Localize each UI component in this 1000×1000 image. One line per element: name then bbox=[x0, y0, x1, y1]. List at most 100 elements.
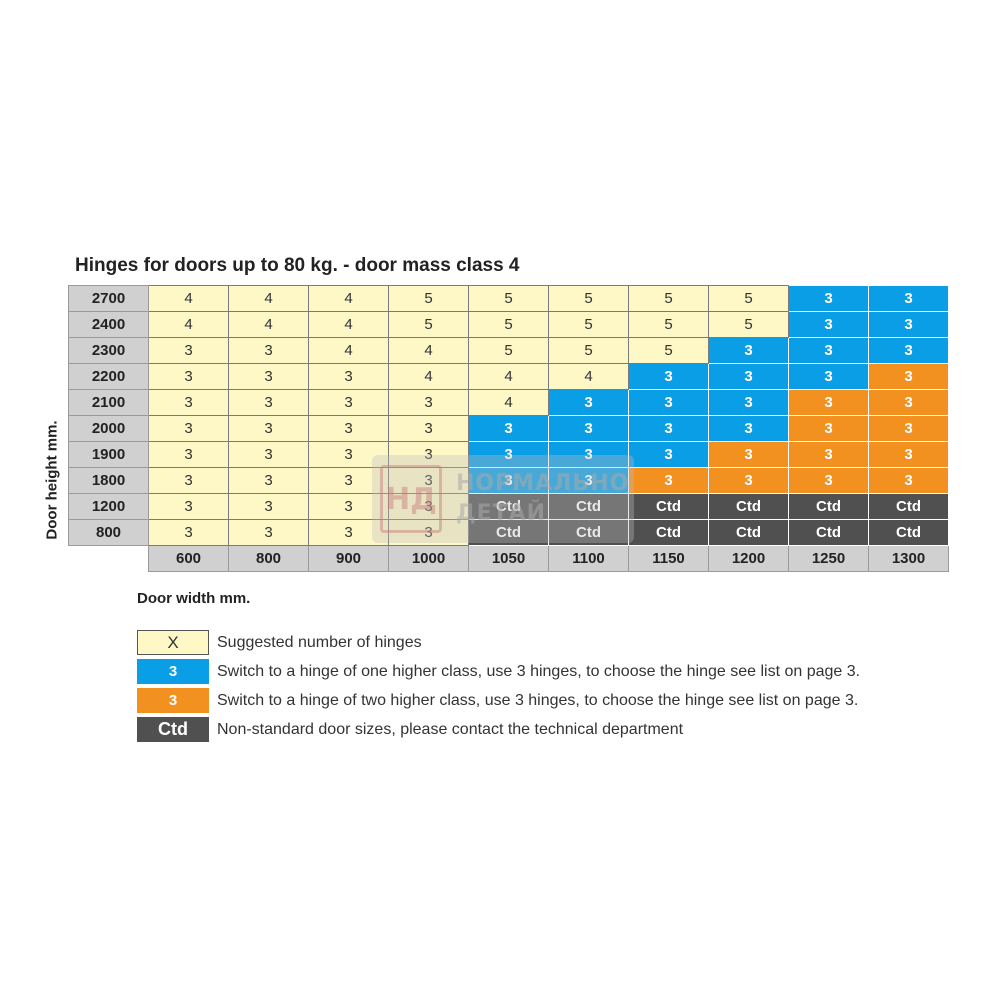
table-cell-blue: 3 bbox=[548, 389, 629, 416]
table-cell-blue: 3 bbox=[468, 467, 549, 494]
table-cell-std: 5 bbox=[468, 311, 549, 338]
table-row: 2400 4 4 4 5 5 5 5 5 3 3 bbox=[68, 311, 949, 338]
x-axis-label: Door width mm. bbox=[137, 590, 251, 607]
table-cell-std: 3 bbox=[308, 389, 389, 416]
table-cell-std: 4 bbox=[228, 285, 309, 312]
table-cell-std: 5 bbox=[628, 337, 709, 364]
column-header-width: 1000 bbox=[388, 545, 469, 572]
table-cell-blue: 3 bbox=[628, 363, 709, 390]
table-cell-orange: 3 bbox=[788, 467, 869, 494]
table-cell-std: 4 bbox=[228, 311, 309, 338]
table-cell-std: 3 bbox=[148, 467, 229, 494]
table-cell-std: 5 bbox=[548, 311, 629, 338]
table-cell-std: 5 bbox=[388, 285, 469, 312]
table-cell-std: 3 bbox=[308, 519, 389, 546]
table-cell-blue: 3 bbox=[628, 389, 709, 416]
legend-text: Suggested number of hinges bbox=[217, 633, 422, 651]
table-cell-std: 3 bbox=[228, 415, 309, 442]
table-cell-std: 4 bbox=[308, 311, 389, 338]
table-cell-blue: 3 bbox=[548, 467, 629, 494]
table-row: 2200 3 3 3 4 4 4 3 3 3 3 bbox=[68, 363, 949, 390]
table-cell-orange: 3 bbox=[868, 467, 949, 494]
table-cell-std: 3 bbox=[228, 389, 309, 416]
table-cell-std: 3 bbox=[308, 441, 389, 468]
table-cell-std: 3 bbox=[148, 337, 229, 364]
table-cell-blue: 3 bbox=[628, 415, 709, 442]
table-cell-std: 3 bbox=[228, 363, 309, 390]
table-cell-std: 5 bbox=[548, 337, 629, 364]
table-row: 2700 4 4 4 5 5 5 5 5 3 3 bbox=[68, 285, 949, 312]
table-cell-orange: 3 bbox=[788, 441, 869, 468]
table-cell-std: 3 bbox=[388, 389, 469, 416]
table-cell-std: 4 bbox=[308, 285, 389, 312]
hinge-table: 2700 4 4 4 5 5 5 5 5 3 3 2400 4 4 4 5 5 5 5 5 3 3 2300 3 3 4 4 5 5 5 3… bbox=[68, 285, 949, 572]
legend-swatch-std: X bbox=[137, 630, 209, 655]
table-cell-std: 5 bbox=[708, 285, 789, 312]
table-cell-std: 4 bbox=[468, 389, 549, 416]
row-header-height: 2400 bbox=[68, 311, 149, 338]
table-cell-std: 5 bbox=[468, 285, 549, 312]
table-cell-std: 5 bbox=[628, 285, 709, 312]
table-cell-blue: 3 bbox=[788, 311, 869, 338]
table-cell-blue: 3 bbox=[788, 285, 869, 312]
legend-text: Non-standard door sizes, please contact … bbox=[217, 720, 684, 738]
table-cell-ctd: Ctd bbox=[628, 519, 709, 546]
table-cell-ctd: Ctd bbox=[708, 493, 789, 520]
table-row: 1200 3 3 3 3 Ctd Ctd Ctd Ctd Ctd Ctd bbox=[68, 493, 949, 520]
table-cell-std: 3 bbox=[148, 493, 229, 520]
y-axis-label: Door height mm. bbox=[43, 420, 61, 540]
column-header-width: 1050 bbox=[468, 545, 549, 572]
table-row: 2300 3 3 4 4 5 5 5 3 3 3 bbox=[68, 337, 949, 364]
table-cell-orange: 3 bbox=[788, 415, 869, 442]
legend-swatch-blue: 3 bbox=[137, 659, 209, 684]
table-cell-blue: 3 bbox=[708, 337, 789, 364]
column-header-width: 1100 bbox=[548, 545, 629, 572]
legend-item: 3 Switch to a hinge of one higher class, … bbox=[137, 657, 860, 686]
column-header-width: 1300 bbox=[868, 545, 949, 572]
table-cell-std: 3 bbox=[308, 493, 389, 520]
table-cell-std: 4 bbox=[388, 363, 469, 390]
table-cell-orange: 3 bbox=[868, 415, 949, 442]
table-cell-ctd: Ctd bbox=[788, 519, 869, 546]
legend-text: Switch to a hinge of two higher class, u… bbox=[217, 691, 859, 709]
legend-item: X Suggested number of hinges bbox=[137, 628, 860, 657]
table-row: 1800 3 3 3 3 3 3 3 3 3 3 bbox=[68, 467, 949, 494]
legend-item: Ctd Non-standard door sizes, please conta… bbox=[137, 715, 860, 744]
table-cell-std: 3 bbox=[308, 363, 389, 390]
table-cell-blue: 3 bbox=[868, 311, 949, 338]
table-cell-std: 4 bbox=[548, 363, 629, 390]
table-cell-blue: 3 bbox=[468, 441, 549, 468]
table-cell-blue: 3 bbox=[468, 415, 549, 442]
table-cell-std: 4 bbox=[148, 311, 229, 338]
legend-text: Switch to a hinge of one higher class, u… bbox=[217, 662, 861, 680]
column-header-width: 600 bbox=[148, 545, 229, 572]
table-cell-blue: 3 bbox=[868, 337, 949, 364]
table-cell-blue: 3 bbox=[708, 389, 789, 416]
table-cell-blue: 3 bbox=[548, 441, 629, 468]
table-cell-orange: 3 bbox=[868, 441, 949, 468]
table-cell-ctd: Ctd bbox=[788, 493, 869, 520]
table-cell-ctd: Ctd bbox=[468, 519, 549, 546]
table-cell-ctd: Ctd bbox=[868, 493, 949, 520]
table-title: Hinges for doors up to 80 kg. - door mas… bbox=[75, 255, 520, 276]
table-cell-orange: 3 bbox=[868, 389, 949, 416]
table-cell-ctd: Ctd bbox=[708, 519, 789, 546]
table-cell-std: 5 bbox=[548, 285, 629, 312]
table-cell-std: 3 bbox=[228, 467, 309, 494]
table-cell-std: 3 bbox=[388, 493, 469, 520]
table-cell-std: 3 bbox=[388, 415, 469, 442]
column-header-width: 1150 bbox=[628, 545, 709, 572]
table-cell-ctd: Ctd bbox=[548, 519, 629, 546]
table-row: 2100 3 3 3 3 4 3 3 3 3 3 bbox=[68, 389, 949, 416]
table-cell-std: 3 bbox=[148, 415, 229, 442]
table-row: 2000 3 3 3 3 3 3 3 3 3 3 bbox=[68, 415, 949, 442]
column-header-width: 800 bbox=[228, 545, 309, 572]
table-cell-orange: 3 bbox=[628, 467, 709, 494]
table-cell-std: 5 bbox=[468, 337, 549, 364]
table-cell-std: 4 bbox=[148, 285, 229, 312]
table-cell-std: 3 bbox=[308, 415, 389, 442]
row-header-height: 1900 bbox=[68, 441, 149, 468]
column-header-width: 1250 bbox=[788, 545, 869, 572]
table-cell-std: 3 bbox=[228, 337, 309, 364]
table-cell-ctd: Ctd bbox=[628, 493, 709, 520]
